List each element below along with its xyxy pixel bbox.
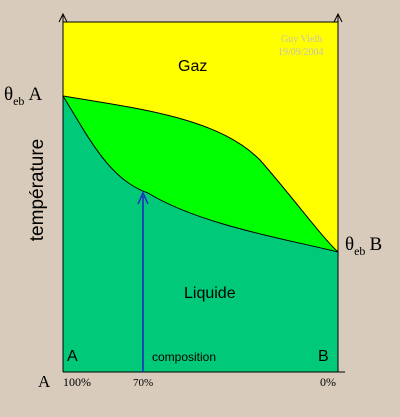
pct-100-label: 100% — [63, 375, 91, 389]
left-axis-arrowhead — [58, 12, 68, 23]
liquid-label: Liquide — [184, 285, 236, 302]
composition-label: composition — [152, 350, 216, 364]
component-b-label: B — [369, 234, 382, 255]
theta-eb-a-label: θeb A — [4, 84, 42, 108]
pct-70-label: 70% — [133, 377, 153, 389]
inner-a-label: A — [67, 348, 78, 365]
gas-label: Gaz — [178, 58, 207, 75]
boiling-curve — [62, 95, 339, 253]
watermark-date: 19/09/2004 — [278, 47, 324, 58]
composition-arrowhead — [137, 191, 149, 205]
dew-curve — [62, 95, 339, 253]
liquid-region — [63, 96, 338, 372]
temperature-axis-label: température — [27, 138, 48, 242]
inner-b-label: B — [318, 348, 329, 365]
pct-0-label: 0% — [320, 375, 336, 389]
theta-eb-b-label: θeb B — [345, 234, 382, 258]
theta-symbol: θ — [345, 234, 354, 255]
eb-subscript: eb — [354, 244, 365, 258]
bottom-a-label: A — [38, 372, 51, 391]
right-axis-arrowhead — [333, 12, 343, 23]
watermark-author: Guy Vielh — [281, 34, 322, 45]
eb-subscript: eb — [13, 94, 24, 108]
component-a-label: A — [28, 84, 42, 105]
theta-symbol: θ — [4, 84, 13, 105]
two-phase-region — [63, 96, 338, 252]
